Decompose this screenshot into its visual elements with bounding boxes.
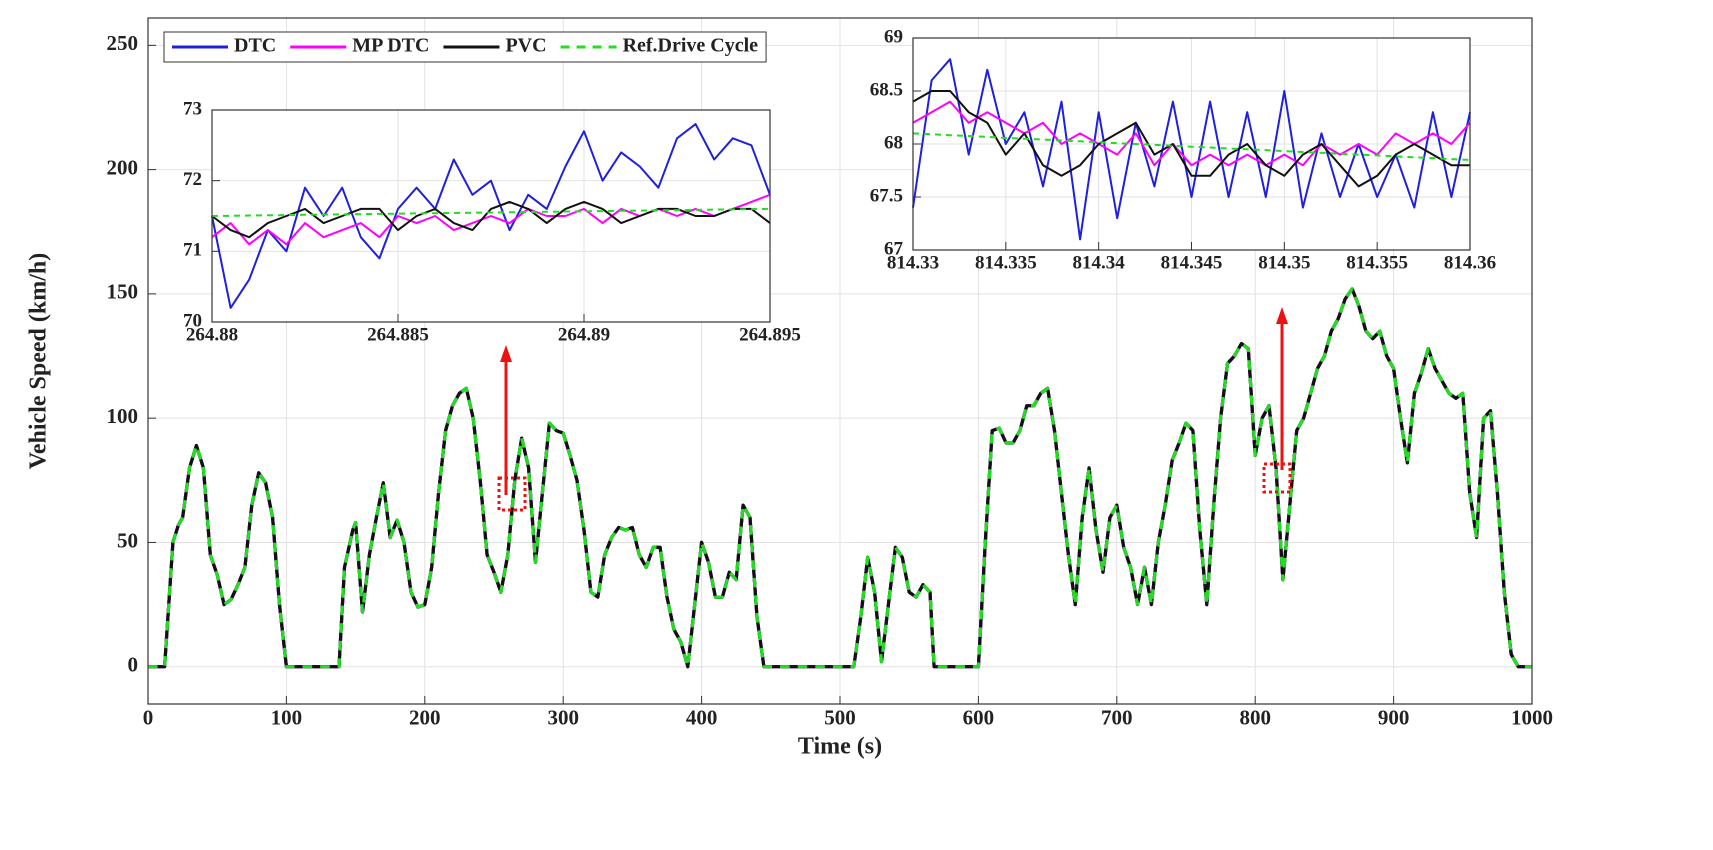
series-line	[211, 207, 771, 217]
series-line	[211, 123, 771, 309]
zoom-box	[497, 476, 527, 512]
series-line	[211, 200, 771, 239]
x-tick-label: 814.35	[1258, 253, 1310, 274]
y-tick-label: 70	[183, 310, 202, 331]
legend-label: MP DTC	[352, 35, 429, 57]
series-line	[912, 90, 1470, 188]
x-tick-label: 1000	[1511, 706, 1553, 730]
x-tick-label: 900	[1378, 706, 1410, 730]
x-tick-label: 800	[1239, 706, 1271, 730]
x-tick-label: 264.89	[558, 325, 610, 346]
x-tick-label: 814.33	[887, 253, 939, 274]
y-axis-label: Vehicle Speed (km/h)	[26, 253, 52, 469]
plot-frame	[912, 37, 1471, 251]
x-tick-label: 300	[547, 706, 579, 730]
plot-frame	[211, 109, 771, 323]
x-tick-label: 264.895	[739, 325, 801, 346]
x-tick-label: 814.355	[1346, 253, 1408, 274]
zoom-box	[1262, 462, 1292, 494]
y-tick-label: 200	[107, 155, 139, 179]
y-tick-label: 67	[884, 238, 904, 259]
x-tick-label: 500	[824, 706, 856, 730]
x-tick-label: 814.34	[1073, 253, 1126, 274]
x-tick-label: 0	[143, 706, 154, 730]
x-tick-label: 814.345	[1161, 253, 1223, 274]
legend: DTC MP DTC PVC Ref.Drive Cycle	[163, 31, 767, 63]
plot-frame	[147, 17, 1533, 705]
annotations	[497, 307, 1292, 512]
x-tick-label: 600	[963, 706, 995, 730]
x-tick-label: 814.335	[975, 253, 1037, 274]
x-axis-label: Time (s)	[798, 734, 882, 760]
y-tick-label: 150	[107, 280, 139, 304]
y-tick-label: 100	[107, 404, 139, 428]
x-tick-label: 100	[271, 706, 303, 730]
y-tick-label: 250	[107, 31, 139, 55]
y-tick-label: 0	[128, 653, 139, 677]
arrow-head	[1276, 307, 1288, 324]
y-tick-label: 68	[884, 132, 903, 153]
x-tick-label: 400	[686, 706, 718, 730]
legend-label: DTC	[234, 35, 276, 57]
x-tick-label: 700	[1101, 706, 1133, 730]
x-tick-label: 264.88	[186, 325, 238, 346]
x-tick-label: 264.885	[367, 325, 429, 346]
x-tick-label: 814.36	[1444, 253, 1496, 274]
y-tick-label: 68.5	[870, 79, 903, 100]
legend-label: Ref.Drive Cycle	[623, 35, 759, 57]
series-line	[211, 193, 771, 246]
y-tick-label: 67.5	[870, 185, 903, 206]
legend-label: PVC	[505, 35, 546, 57]
series-line	[912, 132, 1471, 161]
y-tick-label: 50	[117, 528, 138, 552]
y-tick-label: 73	[183, 98, 202, 119]
series-line	[912, 58, 1471, 241]
inset-chart: 264.88 264.885 264.89 264.895 70 71 72 73	[183, 98, 801, 345]
y-tick-label: 69	[884, 26, 903, 47]
x-tick-label: 200	[409, 706, 441, 730]
arrow-head	[500, 345, 512, 362]
series-line	[148, 287, 1532, 669]
y-tick-label: 72	[183, 169, 202, 190]
y-tick-label: 71	[183, 240, 202, 261]
inset-chart: 814.33 814.335 814.34 814.345 814.35 814.355 8…	[870, 26, 1496, 273]
